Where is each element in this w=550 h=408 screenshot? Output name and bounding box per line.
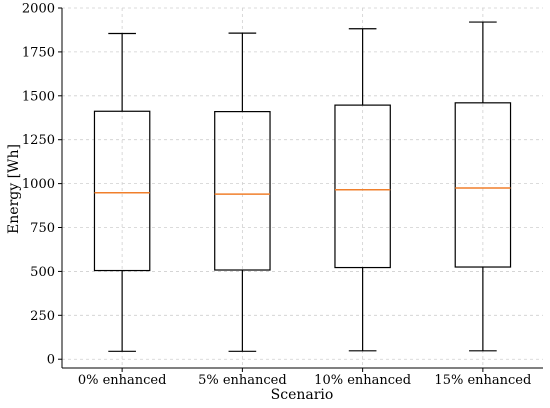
y-tick-label: 2000 — [22, 2, 55, 17]
x-tick-label: 5% enhanced — [198, 373, 287, 388]
box-iqr — [214, 111, 271, 271]
box-iqr — [93, 110, 151, 272]
box-group — [214, 32, 271, 352]
y-tick-label: 1000 — [22, 177, 55, 192]
x-tick-label: 0% enhanced — [78, 373, 167, 388]
y-tick-label: 1750 — [22, 45, 55, 60]
x-tick-label: 15% enhanced — [434, 373, 531, 388]
box-iqr — [454, 102, 512, 268]
y-tick-label: 0 — [47, 353, 55, 368]
box-group — [93, 32, 151, 352]
y-tick-label: 250 — [30, 309, 55, 324]
x-tick-label: 10% enhanced — [314, 373, 411, 388]
box-iqr — [334, 104, 391, 269]
y-tick-label: 1250 — [22, 133, 55, 148]
box-group — [454, 21, 512, 352]
boxes-layer — [93, 21, 512, 352]
x-axis-title: Scenario — [271, 387, 334, 403]
box-group — [334, 28, 391, 352]
y-tick-label: 1500 — [22, 89, 55, 104]
y-tick-label: 750 — [30, 221, 55, 236]
y-tick-label: 500 — [30, 265, 55, 280]
y-axis-title: Energy [Wh] — [6, 144, 22, 234]
axes-layer: 0 250 500 750 1000 1250 1500 1750 2000 0% enhance… — [22, 2, 543, 388]
